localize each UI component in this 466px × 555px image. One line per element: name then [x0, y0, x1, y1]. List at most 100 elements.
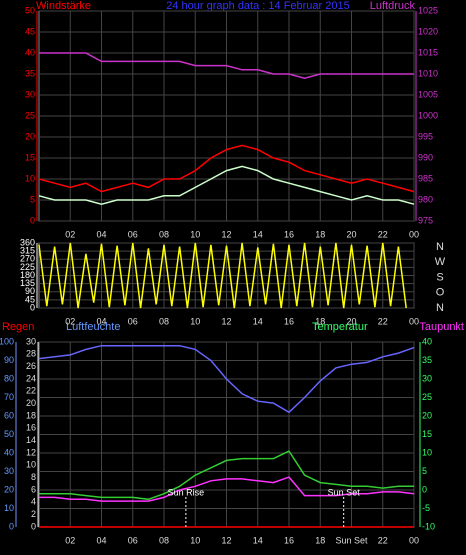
wind-label: Windstärke [36, 0, 91, 12]
direction-label: S [436, 271, 443, 283]
x-tick-label: 18 [315, 316, 325, 326]
y-tick-label: 20 [26, 398, 36, 408]
y-tick-label: 90 [25, 286, 35, 296]
y-tick-label: 135 [20, 278, 35, 288]
y-tick-label: -5 [422, 503, 430, 513]
x-tick-label: 10 [190, 316, 200, 326]
direction-label: O [436, 287, 445, 299]
y-tick-label: 0 [30, 215, 35, 225]
y-tick-label: 0 [30, 302, 35, 312]
temperature-label: Temperatur [312, 321, 368, 333]
y-tick-label: 24 [26, 373, 36, 383]
x-tick-label: 02 [65, 316, 75, 326]
x-tick-label: 08 [159, 535, 169, 545]
series-line [39, 52, 414, 79]
x-tick-label: 16 [284, 535, 294, 545]
y-tick-label: 5 [30, 194, 35, 204]
y-tick-label: 15 [422, 429, 432, 439]
x-tick-label: 10 [190, 229, 200, 239]
x-tick-label: 02 [65, 535, 75, 545]
y-tick-label: 1020 [418, 26, 438, 36]
series-line [38, 144, 415, 193]
y-tick-label: 1015 [418, 47, 438, 57]
y-tick-label: 16 [26, 423, 36, 433]
y-tick-label: 985 [418, 173, 433, 183]
y-tick-label: 975 [418, 215, 433, 225]
direction-label: N [436, 241, 444, 253]
series-line [38, 242, 407, 309]
y-tick-label: 1025 [418, 5, 438, 15]
x-tick-label: 18 [315, 535, 325, 545]
y-tick-label: 35 [25, 68, 35, 78]
y-tick-label: 20 [25, 131, 35, 141]
y-tick-label: 10 [422, 447, 432, 457]
direction-label: W [435, 256, 446, 268]
x-tick-label: 00 [409, 229, 419, 239]
x-tick-label: 08 [159, 316, 169, 326]
series-line [39, 476, 415, 502]
rain-label: Regen [2, 321, 34, 333]
y-tick-label: 40 [422, 336, 432, 346]
y-tick-label: 5 [422, 466, 427, 476]
y-tick-label: 30 [4, 466, 14, 476]
series-line [38, 165, 415, 205]
x-tick-label: 04 [96, 316, 106, 326]
y-tick-label: 1000 [418, 110, 438, 120]
y-tick-label: 25 [422, 392, 432, 402]
y-tick-label: 980 [418, 194, 433, 204]
x-tick-label: 12 [221, 229, 231, 239]
y-tick-label: 70 [4, 392, 14, 402]
y-tick-label: 0 [9, 521, 14, 531]
dewpoint-label: Taupunkt [419, 321, 464, 333]
y-tick-label: 80 [4, 373, 14, 383]
y-tick-label: 90 [4, 355, 14, 365]
annotation-label: Sun Rise [168, 487, 205, 497]
y-tick-label: 10 [4, 503, 14, 513]
x-tick-label: 10 [190, 535, 200, 545]
y-tick-label: 28 [26, 349, 36, 359]
y-tick-label: 1010 [418, 68, 438, 78]
x-tick-label: 14 [253, 229, 263, 239]
series-line [39, 450, 414, 501]
annotation-label: Sun Set [328, 487, 361, 497]
x-tick-label: 20 [346, 229, 356, 239]
y-tick-label: 225 [20, 262, 35, 272]
y-tick-label: 990 [418, 152, 433, 162]
y-tick-label: 60 [4, 410, 14, 420]
x-tick-label: 12 [221, 535, 231, 545]
x-tick-label: 22 [378, 535, 388, 545]
x-tick-label: 14 [253, 316, 263, 326]
x-tick-label: 08 [159, 229, 169, 239]
y-tick-label: 26 [26, 361, 36, 371]
chart-title: 24 hour graph data : 14 Februar 2015 [166, 0, 349, 12]
y-tick-label: 30 [422, 373, 432, 383]
y-tick-label: 4 [31, 497, 36, 507]
humidity-label: Luftfeuchte [66, 321, 120, 333]
y-tick-label: 50 [25, 5, 35, 15]
x-tick-label: 22 [378, 229, 388, 239]
x-tick-label: 12 [221, 316, 231, 326]
x-tick-label: 18 [315, 229, 325, 239]
y-tick-label: 50 [4, 429, 14, 439]
y-tick-label: 30 [26, 336, 36, 346]
pressure-label: Luftdruck [370, 0, 416, 12]
x-tick-label: 06 [128, 535, 138, 545]
y-tick-label: 25 [25, 110, 35, 120]
y-tick-label: 995 [418, 131, 433, 141]
y-tick-label: 40 [25, 47, 35, 57]
x-tick-label: 06 [128, 316, 138, 326]
x-tick-label: 02 [65, 229, 75, 239]
y-tick-label: 1005 [418, 89, 438, 99]
y-tick-label: 0 [31, 521, 36, 531]
y-tick-label: 315 [20, 246, 35, 256]
x-tick-label: 04 [96, 229, 106, 239]
y-tick-label: 14 [26, 435, 36, 445]
y-tick-label: 20 [4, 484, 14, 494]
x-tick-label: 14 [253, 535, 263, 545]
y-tick-label: 18 [26, 410, 36, 420]
y-tick-label: 0 [422, 484, 427, 494]
x-tick-label: 00 [409, 316, 419, 326]
x-tick-label: Sun Set [335, 535, 368, 545]
y-tick-label: 20 [422, 410, 432, 420]
